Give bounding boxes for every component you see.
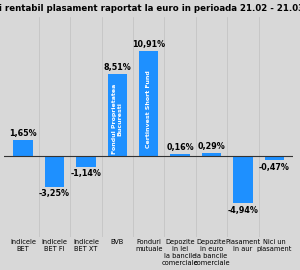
Bar (139, 51, 158, 156)
Text: -3,25%: -3,25% (39, 190, 70, 198)
Bar (45, 156, 64, 187)
Text: -4,94%: -4,94% (228, 206, 259, 215)
Text: Fondul Proprietatea
Bucuresti: Fondul Proprietatea Bucuresti (112, 84, 123, 154)
Bar (108, 74, 127, 156)
Bar (170, 154, 190, 156)
Bar (13, 140, 33, 156)
Text: 10,91%: 10,91% (132, 40, 165, 49)
Bar (76, 156, 96, 167)
Text: -1,14%: -1,14% (70, 169, 101, 178)
Bar (202, 153, 221, 156)
Text: -0,47%: -0,47% (259, 163, 290, 172)
Bar (233, 156, 253, 203)
Title: Cel mai rentabil plasament raportat la euro in perioada 21.02 - 21.03.2012: Cel mai rentabil plasament raportat la e… (0, 4, 300, 13)
Text: 0,29%: 0,29% (198, 142, 226, 151)
Bar (265, 156, 284, 160)
Text: 0,16%: 0,16% (167, 143, 194, 152)
Text: 8,51%: 8,51% (103, 63, 131, 72)
Text: 1,65%: 1,65% (9, 129, 37, 138)
Text: Certinvest Short Fund: Certinvest Short Fund (146, 70, 151, 148)
